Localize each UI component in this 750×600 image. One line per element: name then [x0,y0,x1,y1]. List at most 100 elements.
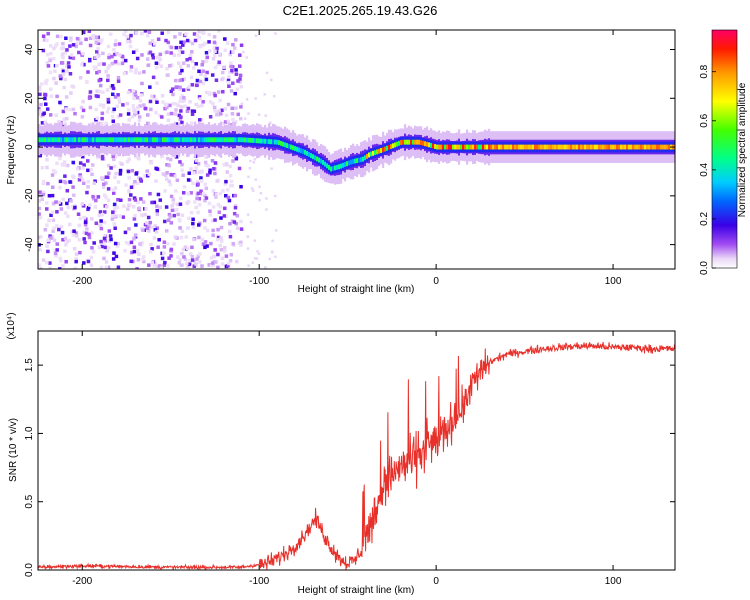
noise-cell [163,106,167,111]
ridge-core [480,144,483,150]
noise-cell [195,196,199,201]
ridge-core [344,162,347,167]
noise-cell [166,264,170,268]
ridge-core [566,144,569,150]
noise-cell [207,40,211,44]
noise-cell [74,234,79,238]
colorbar-label: Normalized spectral amplitude [737,82,748,217]
noise-cell [105,249,109,253]
noise-cell [129,259,133,264]
ridge-core [508,144,511,150]
ridge-core [618,144,621,150]
noise-cell [45,53,50,57]
noise-cell [129,33,133,38]
noise-cell [82,261,86,265]
noise-cell [152,200,157,205]
ridge-core [622,144,625,150]
ridge-core [494,144,497,150]
ridge-core [114,137,117,143]
noise-cell [185,246,190,251]
ridge-core [190,137,193,143]
noise-cell [99,226,104,231]
noise-cell [194,262,198,266]
noise-cell [49,94,54,98]
noise-cell [239,43,244,48]
noise-cell [181,88,186,92]
ridge-core [368,152,371,158]
noise-cell [203,240,208,244]
noise-cell [39,82,44,86]
noise-cell [138,104,142,108]
noise-cell [234,106,238,110]
noise-cell [98,83,103,88]
ridge-core [476,144,479,150]
ridge-core [206,137,209,143]
noise-cell [207,91,212,95]
noise-cell [110,213,115,218]
noise-cell [153,262,157,266]
noise-cell [166,156,170,161]
ridge-core [242,137,245,143]
ridge-core [640,144,643,150]
noise-cell [141,255,146,259]
noise-cell [210,261,215,265]
noise-cell [192,171,196,175]
noise-cell [93,179,97,183]
noise-cell [91,194,95,199]
x-tick-label: -200 [72,576,92,587]
noise-cell [107,171,111,176]
noise-cell [174,108,178,112]
noise-cell [133,198,138,202]
noise-cell [53,248,58,253]
noise-cell [83,222,88,227]
noise-cell [223,182,228,186]
noise-cell [235,259,239,264]
noise-cell [142,103,146,107]
noise-cell [199,30,203,34]
noise-cell [171,201,176,205]
noise-cell [118,53,122,57]
noise-cell [236,112,240,117]
ridge-core [42,137,45,143]
noise-cell [171,101,176,106]
noise-cell [204,50,209,55]
noise-cell [165,242,170,246]
noise-cell [96,195,101,199]
noise-cell [48,87,53,92]
y-tick-label: -20 [24,188,35,203]
ridge-core [510,144,513,150]
noise-cell [62,85,66,90]
ridge-core [478,144,481,150]
noise-cell [71,204,75,209]
noise-cell [216,202,221,207]
noise-cell [97,69,101,74]
noise-cell [160,256,165,261]
noise-cell [149,107,153,112]
noise-cell [134,172,138,176]
ridge-core [258,138,261,144]
noise-cell [111,210,115,215]
noise-cell [211,233,215,238]
noise-cell [155,226,159,230]
ridge-core [214,137,217,143]
noise-cell [70,84,75,89]
noise-cell [242,50,245,54]
noise-cell [115,104,120,109]
noise-cell [189,210,194,215]
noise-cell [120,162,124,166]
noise-cell [216,113,221,117]
ridge-core [264,138,267,144]
ridge-core [66,137,69,143]
noise-cell [38,267,43,269]
noise-cell [54,44,58,48]
noise-cell [103,245,108,250]
ridge-core [218,137,221,143]
noise-cell [164,38,168,43]
noise-cell [229,179,234,184]
noise-cell [218,205,223,209]
noise-cell [49,236,53,240]
noise-cell [79,105,84,110]
noise-cell [40,197,44,202]
noise-cell [135,267,139,269]
noise-cell [126,112,131,116]
